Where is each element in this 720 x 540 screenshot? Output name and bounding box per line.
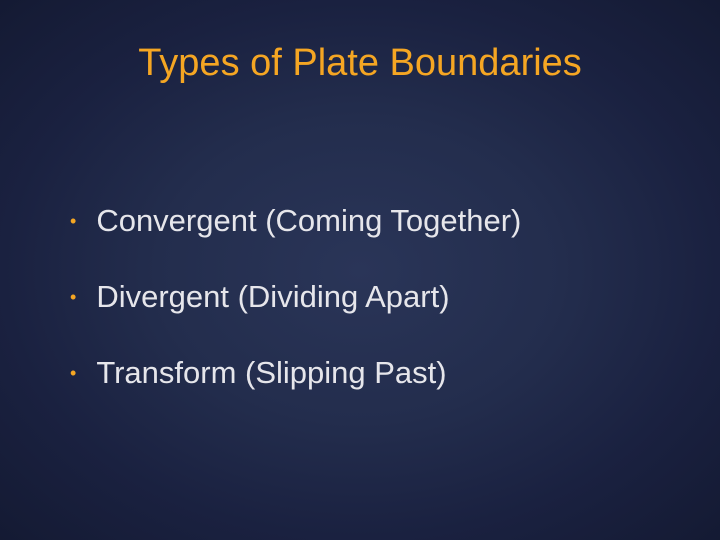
list-item-text: Convergent (Coming Together) [96,203,521,239]
list-item: • Transform (Slipping Past) [70,355,680,391]
list-item-text: Divergent (Dividing Apart) [96,279,449,315]
list-item-text: Transform (Slipping Past) [96,355,446,391]
bullet-list: • Convergent (Coming Together) • Diverge… [70,203,680,431]
list-item: • Convergent (Coming Together) [70,203,680,239]
slide-title: Types of Plate Boundaries [0,42,720,85]
list-item: • Divergent (Dividing Apart) [70,279,680,315]
bullet-icon: • [70,211,76,232]
bullet-icon: • [70,363,76,384]
bullet-icon: • [70,287,76,308]
